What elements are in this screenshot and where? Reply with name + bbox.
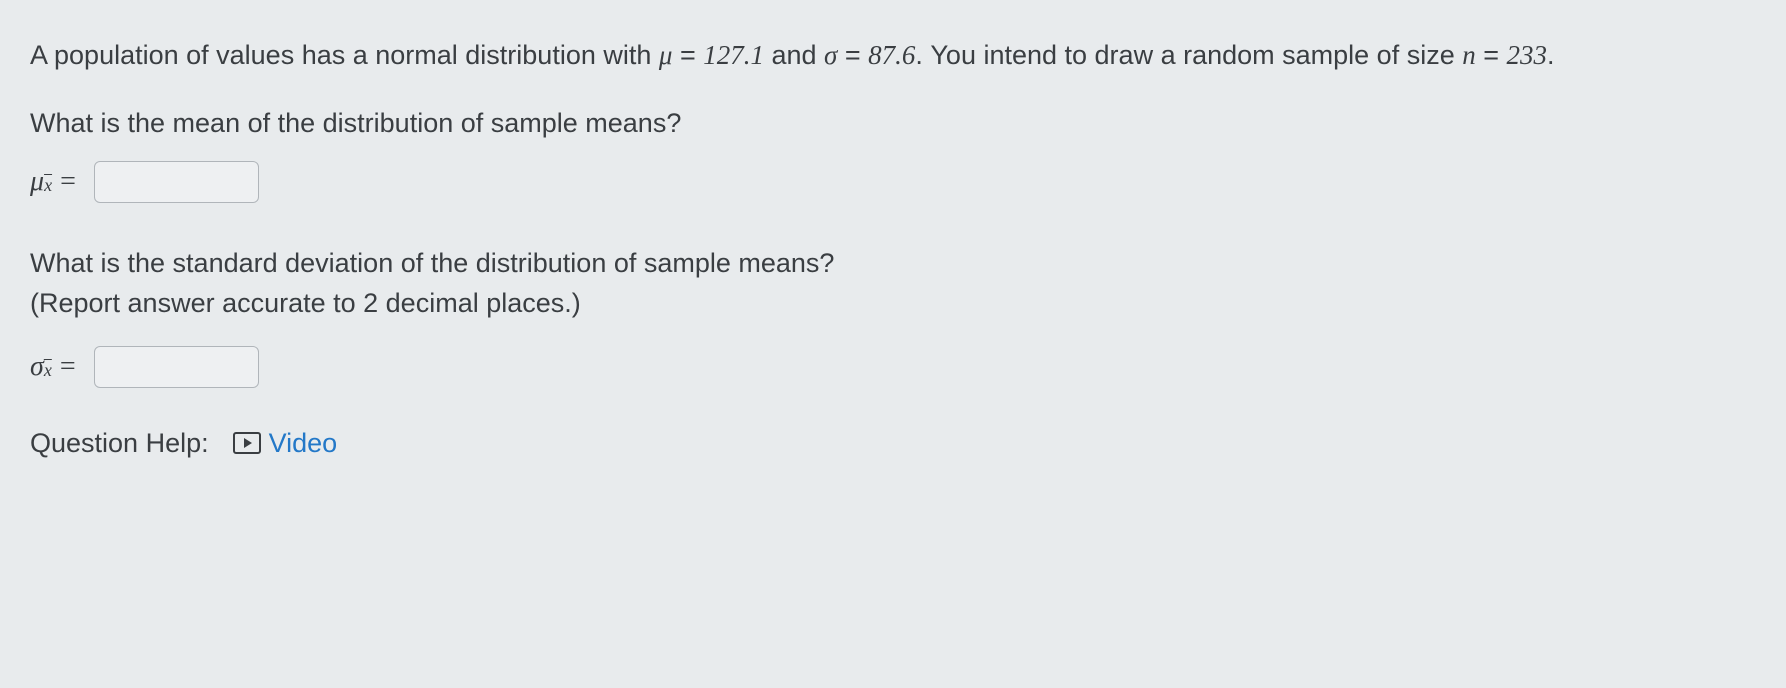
- mu-xbar-label: μx =: [30, 166, 84, 198]
- mu-symbol: μ: [659, 40, 673, 70]
- video-icon: [233, 432, 261, 454]
- stddev-input-row: σx =: [30, 346, 1756, 388]
- prompt-stddev: What is the standard deviation of the di…: [30, 243, 1756, 324]
- sigma-xbar-label: σx =: [30, 351, 84, 383]
- mean-input-row: μx =: [30, 161, 1756, 203]
- and-text: and: [764, 40, 824, 70]
- mu-sub: x: [44, 175, 52, 196]
- equals-2: =: [60, 351, 76, 383]
- n-eq: =: [1476, 40, 1507, 70]
- help-label: Question Help:: [30, 428, 209, 459]
- mu-main: μ: [30, 166, 44, 198]
- prompt-mean: What is the mean of the distribution of …: [30, 108, 1756, 139]
- play-triangle-icon: [244, 438, 252, 448]
- intro-text-2: . You intend to draw a random sample of …: [915, 40, 1462, 70]
- n-value: 233: [1507, 40, 1548, 70]
- n-symbol: n: [1462, 40, 1476, 70]
- question-intro: A population of values has a normal dist…: [30, 35, 1756, 76]
- equals-1: =: [60, 166, 76, 198]
- sigma-sub: x: [44, 360, 52, 381]
- question-help-row: Question Help: Video: [30, 428, 1756, 459]
- sigma-symbol: σ: [824, 40, 837, 70]
- sigma-eq: =: [837, 40, 868, 70]
- intro-text-1: A population of values has a normal dist…: [30, 40, 659, 70]
- sigma-main: σ: [30, 351, 44, 383]
- video-link[interactable]: Video: [269, 428, 338, 459]
- mu-eq: =: [672, 40, 703, 70]
- stddev-input[interactable]: [94, 346, 259, 388]
- prompt-stddev-line2: (Report answer accurate to 2 decimal pla…: [30, 283, 1756, 324]
- sigma-value: 87.6: [868, 40, 915, 70]
- prompt-stddev-line1: What is the standard deviation of the di…: [30, 243, 1756, 284]
- period: .: [1547, 40, 1555, 70]
- mean-input[interactable]: [94, 161, 259, 203]
- mu-value: 127.1: [703, 40, 764, 70]
